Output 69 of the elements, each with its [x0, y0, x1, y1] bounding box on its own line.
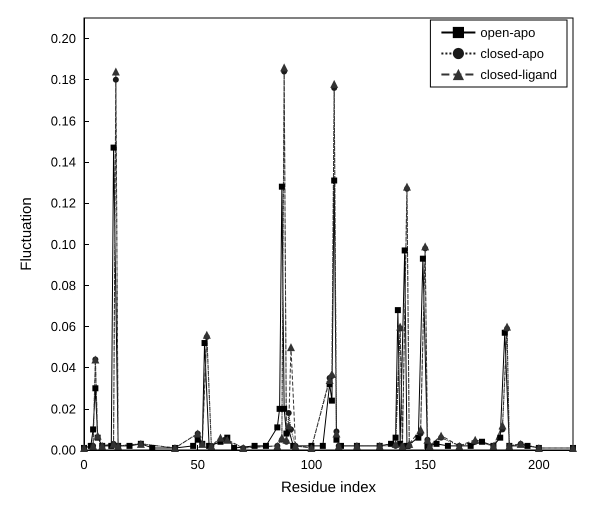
point [92, 385, 98, 392]
point [286, 410, 292, 416]
point [497, 434, 504, 441]
x-tick-label: 50 [190, 457, 205, 472]
point [90, 426, 96, 432]
point [396, 322, 404, 331]
y-tick-label: 0.20 [50, 31, 76, 46]
point [284, 421, 293, 430]
point [282, 436, 290, 444]
point [444, 442, 451, 449]
point [112, 67, 120, 76]
point [437, 432, 446, 440]
point [286, 343, 295, 352]
y-tick-label: 0.12 [50, 196, 76, 211]
point [190, 442, 196, 449]
legend-label: open-apo [480, 25, 536, 40]
legend-label: closed-apo [480, 46, 544, 61]
y-tick-label: 0.06 [50, 319, 76, 334]
y-tick-label: 0.04 [50, 360, 76, 376]
point [328, 370, 336, 378]
point [405, 440, 414, 448]
point [202, 340, 208, 346]
point [126, 442, 132, 449]
x-tick-label: 200 [528, 457, 550, 472]
point [498, 421, 506, 430]
x-axis-title: Residue index [280, 479, 377, 496]
y-tick-label: 0.16 [50, 113, 76, 128]
point [94, 432, 102, 440]
y-tick-label: 0.02 [50, 401, 76, 416]
y-tick-label: 0.18 [50, 72, 76, 88]
point [332, 430, 340, 438]
y-tick-label: 0.14 [50, 154, 76, 170]
point [471, 436, 480, 444]
point [416, 425, 425, 434]
x-tick-label: 100 [300, 457, 322, 472]
point [402, 182, 411, 191]
point [331, 178, 338, 184]
y-tick-label: 0.10 [50, 236, 76, 252]
point [110, 144, 117, 151]
point [402, 247, 408, 254]
point [524, 442, 531, 449]
point [278, 184, 285, 190]
point [280, 63, 288, 72]
x-tick-label: 0 [80, 457, 88, 472]
point [479, 438, 486, 445]
point [468, 442, 474, 449]
point [434, 440, 440, 447]
point [330, 80, 338, 88]
point [320, 442, 326, 449]
point [392, 434, 399, 441]
y-axis-title: Fluctuation [18, 197, 35, 271]
y-tick-label: 0.00 [50, 442, 76, 458]
point [216, 434, 224, 442]
y-tick-label: 0.08 [50, 278, 76, 293]
x-tick-label: 150 [414, 457, 436, 472]
point [503, 322, 512, 331]
point [223, 436, 232, 444]
point [420, 256, 426, 262]
point [281, 406, 288, 412]
point [202, 330, 211, 339]
point [112, 76, 119, 83]
point [262, 442, 269, 449]
point [252, 442, 258, 449]
point [392, 440, 400, 448]
point [421, 242, 430, 250]
point [274, 424, 280, 430]
legend-label: closed-ligand [480, 67, 558, 82]
point [328, 398, 335, 404]
point [394, 307, 401, 314]
